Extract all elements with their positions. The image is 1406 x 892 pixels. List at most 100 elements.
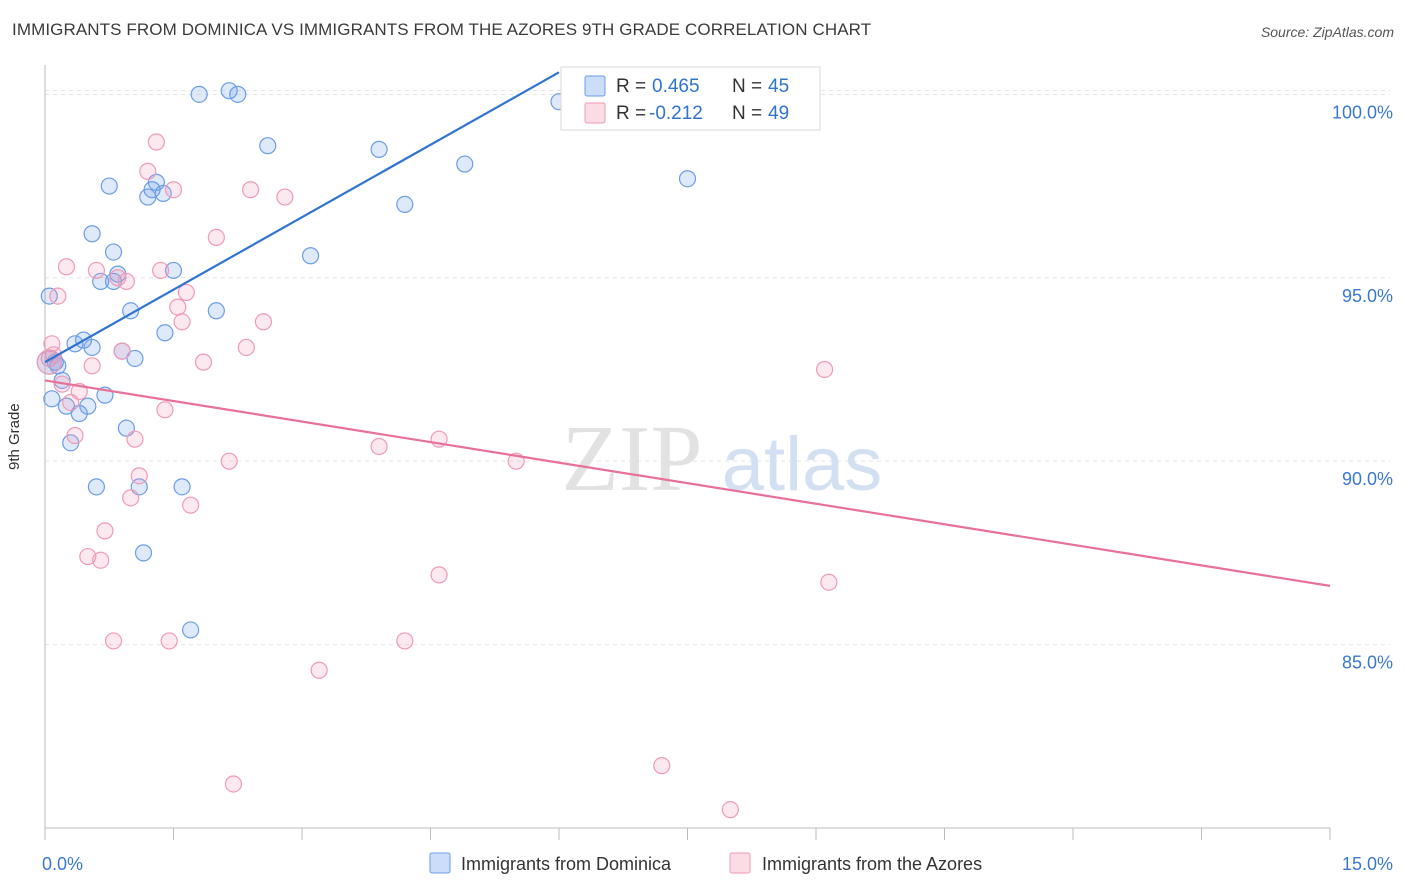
legend-r-value-azores: -0.212 [649, 103, 703, 124]
point-azores [87, 261, 106, 280]
point-azores [815, 360, 834, 379]
point-dominica [100, 177, 118, 195]
bottom-legend-swatch-dominica [429, 852, 451, 874]
point-dominica [259, 137, 277, 155]
data-points [36, 82, 838, 819]
point-azores [122, 489, 140, 507]
point-dominica [104, 243, 123, 261]
point-azores [96, 522, 114, 540]
point-azores [220, 452, 238, 470]
point-azores [254, 313, 273, 331]
source-label: Source: ZipAtlas.com [1260, 24, 1394, 40]
point-azores [117, 272, 135, 291]
watermark-atlas: atlas [722, 422, 883, 507]
point-azores [130, 467, 148, 485]
point-dominica [678, 170, 697, 188]
point-dominica [134, 544, 153, 562]
point-azores [820, 573, 838, 591]
point-dominica [164, 261, 183, 280]
point-azores [194, 353, 213, 371]
point-dominica [92, 272, 110, 291]
tick-labels: 85.0% 90.0% 95.0% 100.0% 0.0% 15.0% [42, 102, 1393, 874]
point-dominica [122, 302, 140, 320]
bottom-legend: Immigrants from Dominica Immigrants from… [429, 852, 982, 874]
point-azores [237, 338, 255, 357]
point-azores [43, 335, 61, 353]
point-dominica [301, 247, 320, 265]
watermark-zip: ZIP [562, 407, 703, 511]
legend-r-label-azores: R = [616, 103, 646, 124]
point-azores [126, 430, 144, 448]
point-azores [430, 566, 448, 584]
x-tick-label-max: 15.0% [1342, 854, 1393, 874]
point-azores [152, 261, 170, 280]
x-tick-label-min: 0.0% [42, 854, 83, 874]
bottom-legend-label-dominica: Immigrants from Dominica [461, 854, 672, 874]
point-azores [177, 283, 195, 302]
point-azores [160, 632, 178, 650]
bottom-legend-swatch-azores [729, 852, 751, 874]
y-tick-label: 85.0% [1342, 653, 1393, 673]
legend-n-label-azores: N = [732, 103, 762, 124]
point-azores [66, 426, 84, 445]
chart-title: IMMIGRANTS FROM DOMINICA VS IMMIGRANTS F… [12, 20, 872, 39]
point-dominica [126, 349, 144, 368]
legend-r-label-dominica: R = [616, 76, 646, 97]
trend-line-azores [44, 379, 1331, 587]
point-azores [57, 258, 76, 276]
point-azores [653, 757, 671, 775]
point-azores [156, 401, 174, 419]
axes [44, 65, 1331, 840]
point-azores [182, 496, 200, 514]
point-dominica [229, 85, 247, 103]
legend-n-value-azores: 49 [768, 103, 789, 124]
point-azores [370, 437, 388, 456]
y-tick-label: 95.0% [1342, 286, 1393, 306]
point-azores [79, 547, 97, 566]
point-azores [139, 162, 157, 180]
point-azores [173, 313, 191, 331]
point-dominica [83, 225, 101, 243]
point-azores [169, 298, 187, 316]
point-azores [721, 801, 739, 819]
point-dominica [154, 184, 172, 202]
gridlines [45, 90, 1390, 646]
point-dominica [43, 390, 61, 408]
point-dominica [220, 82, 238, 100]
point-dominica [83, 338, 101, 357]
point-dominica [456, 155, 474, 173]
legend-r-value-dominica: 0.465 [652, 76, 700, 97]
legend-n-label-dominica: N = [732, 76, 762, 97]
point-dominica [182, 621, 200, 639]
bottom-legend-label-azores: Immigrants from the Azores [762, 854, 982, 874]
point-dominica [173, 478, 191, 496]
trend-lines [44, 71, 1331, 587]
y-tick-label: 90.0% [1342, 469, 1393, 489]
point-azores [224, 775, 243, 793]
point-dominica [87, 478, 106, 496]
point-azores [83, 357, 101, 375]
point-azores [396, 632, 414, 650]
point-azores [164, 181, 183, 199]
point-azores [92, 551, 110, 569]
legend-swatch-dominica [584, 75, 606, 97]
point-dominica [156, 324, 174, 342]
point-dominica [370, 140, 388, 158]
legend-n-value-dominica: 45 [768, 76, 789, 97]
point-azores [109, 269, 127, 287]
y-tick-label: 100.0% [1332, 102, 1393, 122]
legend-box: R = 0.465 N = 45 R = -0.212 N = 49 [560, 66, 821, 131]
watermark: ZIP atlas [562, 407, 883, 511]
point-dominica [79, 397, 97, 415]
legend-swatch-azores [584, 102, 606, 124]
trend-line-dominica [44, 71, 560, 364]
point-azores [242, 181, 260, 199]
point-dominica [207, 302, 225, 320]
point-azores [276, 188, 294, 206]
point-azores [147, 133, 165, 151]
point-dominica [190, 85, 208, 103]
point-azores [104, 632, 123, 650]
point-azores [207, 228, 225, 247]
point-dominica [396, 195, 414, 213]
